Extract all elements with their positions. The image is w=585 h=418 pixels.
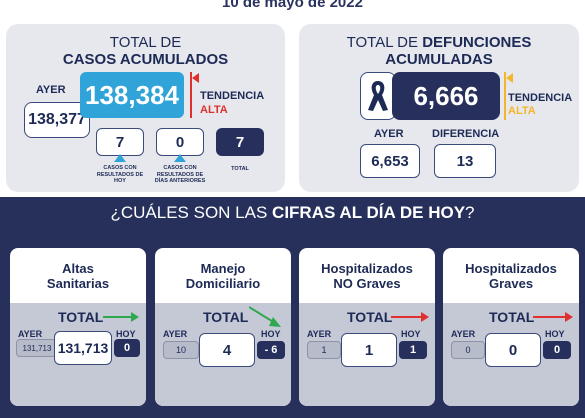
- card-hoy-value: - 6: [257, 341, 285, 359]
- defunciones-title: TOTAL DE DEFUNCIONES ACUMULADAS: [299, 34, 579, 68]
- card-total-label: TOTAL: [347, 309, 393, 325]
- card-ayer-value: 10: [163, 341, 199, 359]
- card-current-value: 0: [485, 333, 541, 367]
- card-ayer-label: AYER: [451, 329, 476, 339]
- banner-prefix: ¿CUÁLES SON LAS: [110, 203, 273, 222]
- casos-tendencia-label: TENDENCIA: [200, 90, 265, 102]
- card-title-line1: Altas: [62, 260, 94, 276]
- card-hoy-label: HOY: [401, 329, 421, 339]
- defunciones-tendencia-value: ALTA: [508, 105, 536, 117]
- card-title: Hospitalizados Graves: [443, 248, 579, 303]
- card-body: TOTAL AYER HOY 1 1 1: [299, 303, 435, 406]
- casos-title: TOTAL DE CASOS ACUMULADOS: [6, 34, 285, 68]
- card-hospitalizados-graves: Hospitalizados Graves TOTAL AYER HOY 0 0 …: [443, 248, 579, 406]
- defunciones-trend-bar: [504, 72, 506, 120]
- defunciones-diferencia-value: 13: [434, 144, 496, 178]
- card-altas-sanitarias: Altas Sanitarias TOTAL AYER HOY 131,713 1…: [10, 248, 146, 406]
- defunciones-title-line1: TOTAL DE DEFUNCIONES: [299, 34, 579, 51]
- card-body: TOTAL AYER HOY 10 4 - 6: [155, 303, 291, 406]
- arrow-right-icon: [391, 312, 429, 322]
- defunciones-title-part-b: DEFUNCIONES: [422, 34, 532, 51]
- card-title-line2: Domiciliario: [185, 275, 261, 291]
- card-ayer-value: 1: [307, 341, 341, 359]
- casos-hoy-pointer: [114, 154, 126, 162]
- card-total-label: TOTAL: [203, 309, 249, 325]
- card-title: Manejo Domiciliario: [155, 248, 291, 303]
- casos-title-line2: CASOS ACUMULADOS: [62, 51, 229, 68]
- defunciones-tendencia-label: TENDENCIA: [508, 92, 573, 104]
- casos-breakdown-total-label: TOTAL: [231, 166, 249, 172]
- card-manejo-domiciliario: Manejo Domiciliario TOTAL AYER HOY 10 4 -…: [155, 248, 291, 406]
- card-ayer-value: 131,713: [16, 339, 58, 357]
- casos-anteriores-value: 0: [156, 128, 204, 156]
- card-hospitalizados-no-graves: Hospitalizados NO Graves TOTAL AYER HOY 1…: [299, 248, 435, 406]
- card-ayer-label: AYER: [18, 329, 43, 339]
- report-date: 10 de mayo de 2022: [222, 0, 363, 11]
- ribbon-icon: [368, 81, 388, 111]
- casos-total: 138,384: [80, 72, 184, 118]
- card-total-label: TOTAL: [489, 309, 535, 325]
- card-title: Hospitalizados NO Graves: [299, 248, 435, 303]
- card-title-line1: Hospitalizados: [321, 260, 413, 276]
- arrow-right-icon: [103, 312, 139, 322]
- card-hoy-value: 1: [399, 341, 427, 359]
- casos-breakdown-total-value: 7: [216, 128, 264, 156]
- card-title-line1: Hospitalizados: [465, 260, 557, 276]
- card-title: Altas Sanitarias: [10, 248, 146, 303]
- card-ayer-label: AYER: [163, 329, 188, 339]
- casos-ayer-label: AYER: [36, 84, 66, 96]
- casos-tendencia-value: ALTA: [200, 104, 228, 116]
- card-ayer-label: AYER: [307, 329, 332, 339]
- defunciones-title-part-a: TOTAL DE: [346, 34, 423, 51]
- card-current-value: 131,713: [54, 331, 112, 365]
- card-body: TOTAL AYER HOY 0 0 0: [443, 303, 579, 406]
- card-hoy-label: HOY: [116, 329, 136, 339]
- cifras-banner-title: ¿CUÁLES SON LAS CIFRAS AL DÍA DE HOY?: [0, 203, 585, 223]
- arrow-right-icon: [533, 312, 573, 322]
- defunciones-total: 6,666: [392, 72, 500, 120]
- card-hoy-label: HOY: [261, 329, 281, 339]
- defunciones-trend-arrow-icon: [506, 73, 513, 83]
- casos-ayer-value: 138,377: [24, 102, 90, 138]
- card-title-line2: NO Graves: [333, 275, 401, 291]
- casos-hoy-value: 7: [96, 128, 144, 156]
- card-title-line2: Sanitarias: [46, 275, 110, 291]
- card-current-value: 1: [341, 333, 397, 367]
- casos-trend-arrow-icon: [192, 73, 199, 83]
- card-ayer-value: 0: [451, 341, 485, 359]
- card-hoy-label: HOY: [545, 329, 565, 339]
- card-body: TOTAL AYER HOY 131,713 131,713 0: [10, 303, 146, 406]
- card-title-line2: Graves: [488, 275, 534, 291]
- card-total-label: TOTAL: [58, 309, 104, 325]
- defunciones-title-line2: ACUMULADAS: [385, 51, 493, 68]
- card-title-line1: Manejo: [200, 260, 246, 276]
- banner-highlight: CIFRAS AL DÍA DE HOY: [272, 203, 466, 222]
- banner-suffix: ?: [465, 203, 475, 222]
- defunciones-ayer-value: 6,653: [360, 144, 420, 178]
- defunciones-ayer-label: AYER: [374, 128, 404, 140]
- card-hoy-value: 0: [543, 341, 571, 359]
- casos-anteriores-pointer: [174, 154, 186, 162]
- defunciones-diferencia-label: DIFERENCIA: [432, 128, 500, 140]
- card-hoy-value: 0: [114, 339, 140, 357]
- arrow-down-right-icon: [249, 306, 281, 327]
- casos-hoy-label: CASOS CON RESULTADOS DE HOY: [96, 165, 144, 184]
- casos-title-line1: TOTAL DE: [109, 34, 182, 51]
- card-current-value: 4: [199, 333, 255, 367]
- casos-anteriores-label: CASOS CON RESULTADOS DE DÍAS ANTERIORES: [154, 165, 206, 184]
- casos-trend-bar: [190, 72, 192, 118]
